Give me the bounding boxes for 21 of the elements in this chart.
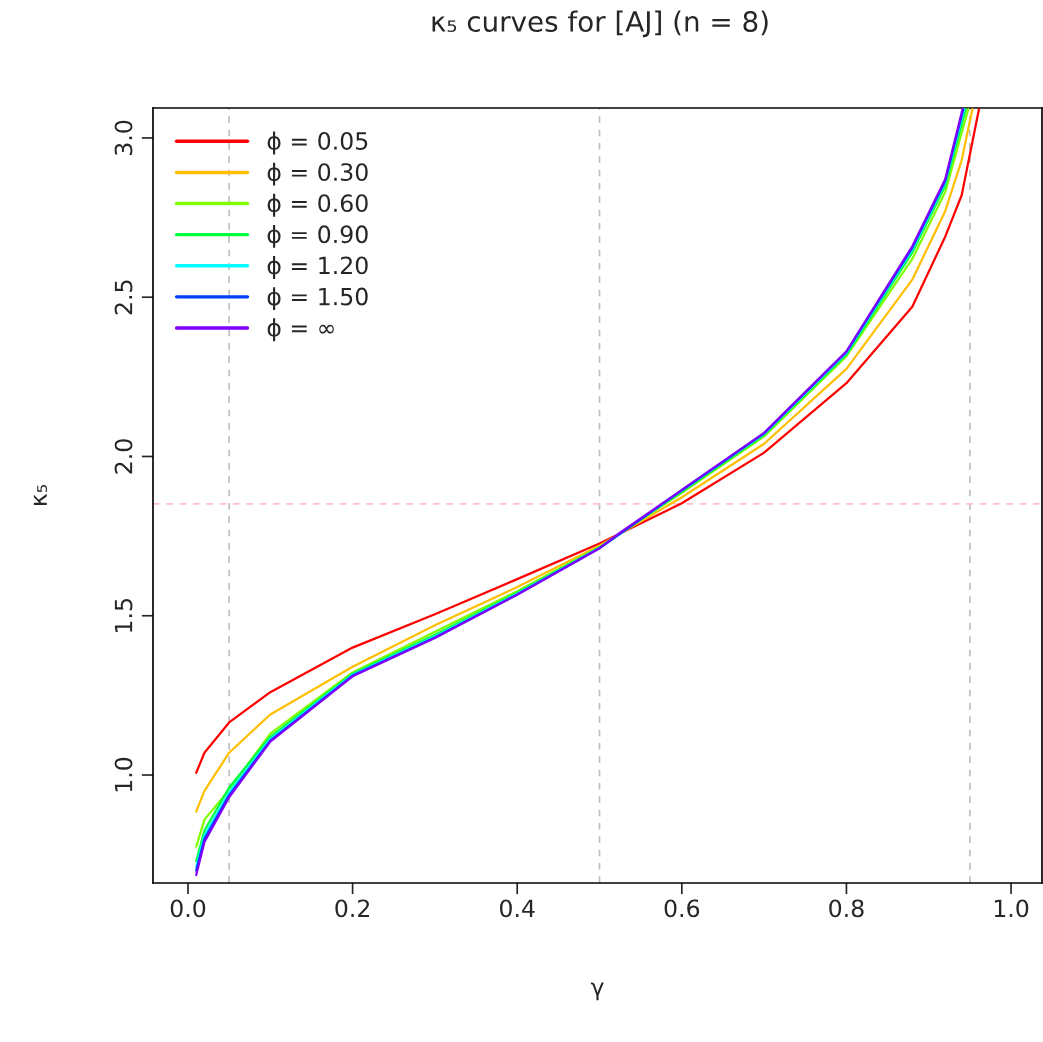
legend-label: ϕ = 1.20 <box>267 256 368 279</box>
x-tick-label: 0.8 <box>829 899 864 918</box>
x-axis-title: γ <box>590 982 604 1001</box>
y-axis-title: κ₅ <box>33 484 48 505</box>
x-tick-label: 1.0 <box>994 899 1029 918</box>
legend-label: ϕ = 0.05 <box>267 131 368 155</box>
x-tick-label: 0.4 <box>499 899 535 918</box>
y-tick-label: 2.0 <box>114 439 133 474</box>
x-tick-label: 0.2 <box>335 899 370 918</box>
legend-label: ϕ = 0.30 <box>267 162 368 186</box>
y-tick-label: 3.0 <box>114 120 133 155</box>
y-tick-label: 1.0 <box>114 757 133 792</box>
y-tick-label: 2.5 <box>114 280 133 315</box>
legend-label: ϕ = 1.50 <box>267 287 368 311</box>
legend-label: ϕ = 0.60 <box>267 193 368 217</box>
x-tick-label: 0.0 <box>170 899 206 918</box>
legend-label: ϕ = ∞ <box>267 318 334 342</box>
x-tick-label: 0.6 <box>664 899 700 918</box>
y-tick-label: 1.5 <box>114 599 133 632</box>
chart-title: κ₅ curves for [AJ] (n = 8) <box>432 10 768 38</box>
legend-label: ϕ = 0.90 <box>267 224 368 248</box>
